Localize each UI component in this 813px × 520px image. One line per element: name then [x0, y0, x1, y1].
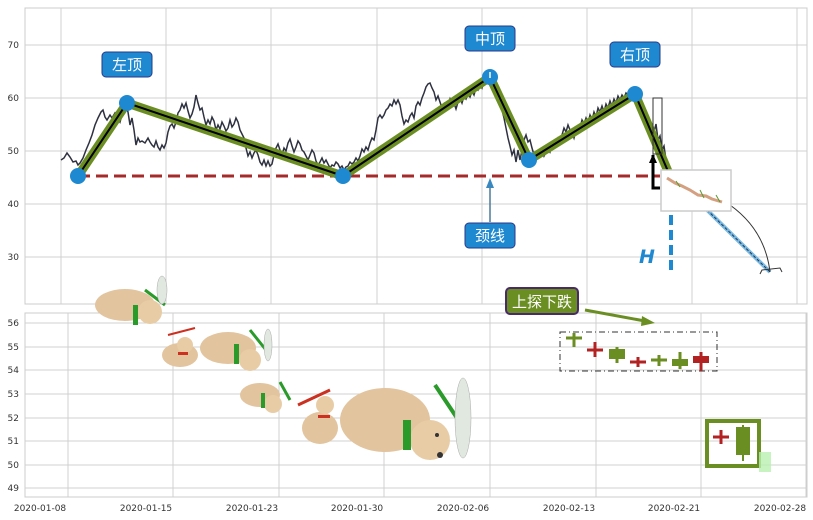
marker-right-base: [521, 152, 537, 168]
bottom-y-axis: 56 55 54 53 52 51 50 49: [8, 319, 20, 494]
marker-left-top: [119, 95, 135, 111]
y-tick: 52: [8, 414, 19, 424]
top-grid: [25, 8, 807, 304]
inset-thumbnail: [660, 169, 732, 212]
top-y-axis: 70 60 50 40 30: [8, 41, 20, 263]
x-tick: 2020-01-30: [331, 504, 384, 514]
x-tick: 2020-01-08: [14, 504, 67, 514]
bottom-panel: 56 55 54 53 52 51 50 49 2020-01-08 2020-…: [8, 275, 808, 514]
y-tick: 70: [8, 41, 20, 51]
svg-text:左顶: 左顶: [112, 56, 142, 74]
y-tick: 50: [8, 461, 20, 471]
x-tick: 2020-02-13: [543, 504, 595, 514]
breakout-arrow: [651, 155, 660, 190]
zoom-box: [652, 97, 663, 155]
y-tick: 40: [8, 200, 20, 210]
highlight-box: [705, 419, 771, 472]
candle-group-box: [559, 331, 718, 372]
svg-text:中顶: 中顶: [475, 30, 505, 48]
puppy-icon: [297, 388, 338, 444]
y-tick: 50: [8, 147, 20, 157]
label-neckline: 颈线: [464, 178, 516, 249]
x-tick: 2020-02-28: [754, 504, 807, 514]
y-tick: 51: [8, 437, 19, 447]
x-tick: 2020-01-15: [120, 504, 172, 514]
svg-text:上探下跌: 上探下跌: [512, 293, 572, 311]
y-tick: 53: [8, 390, 19, 400]
svg-text:右顶: 右顶: [620, 46, 650, 64]
svg-text:颈线: 颈线: [475, 227, 505, 245]
decorative-puppy-images: [95, 275, 472, 460]
x-axis: 2020-01-08 2020-01-15 2020-01-23 2020-01…: [14, 504, 807, 514]
puppy-icon: [200, 328, 273, 371]
y-tick: 49: [8, 484, 20, 494]
puppy-icon: [95, 275, 168, 325]
y-tick: 56: [8, 319, 20, 329]
y-tick: 54: [8, 366, 20, 376]
y-tick: 30: [8, 253, 20, 263]
y-tick: 55: [8, 343, 19, 353]
marker-mid-base: [335, 168, 351, 184]
label-left-top: 左顶: [101, 51, 153, 78]
puppy-icon: [240, 381, 292, 413]
label-mid-top: 中顶: [464, 25, 516, 52]
h-label: H: [639, 246, 655, 268]
marker-left-base: [70, 168, 86, 184]
puppy-icon: [162, 327, 198, 367]
x-tick: 2020-01-23: [226, 504, 278, 514]
puppy-icon: [340, 377, 472, 460]
y-tick: 60: [8, 94, 20, 104]
x-tick: 2020-02-06: [437, 504, 490, 514]
marker-right-top: [627, 86, 643, 102]
top-panel: 70 60 50 40 30 左顶 中顶: [8, 7, 808, 305]
arc: [729, 204, 771, 273]
label-probe-drop: 上探下跌: [505, 287, 655, 326]
label-right-top: 右顶: [609, 41, 661, 68]
candles: [566, 333, 709, 371]
x-tick: 2020-02-21: [648, 504, 700, 514]
